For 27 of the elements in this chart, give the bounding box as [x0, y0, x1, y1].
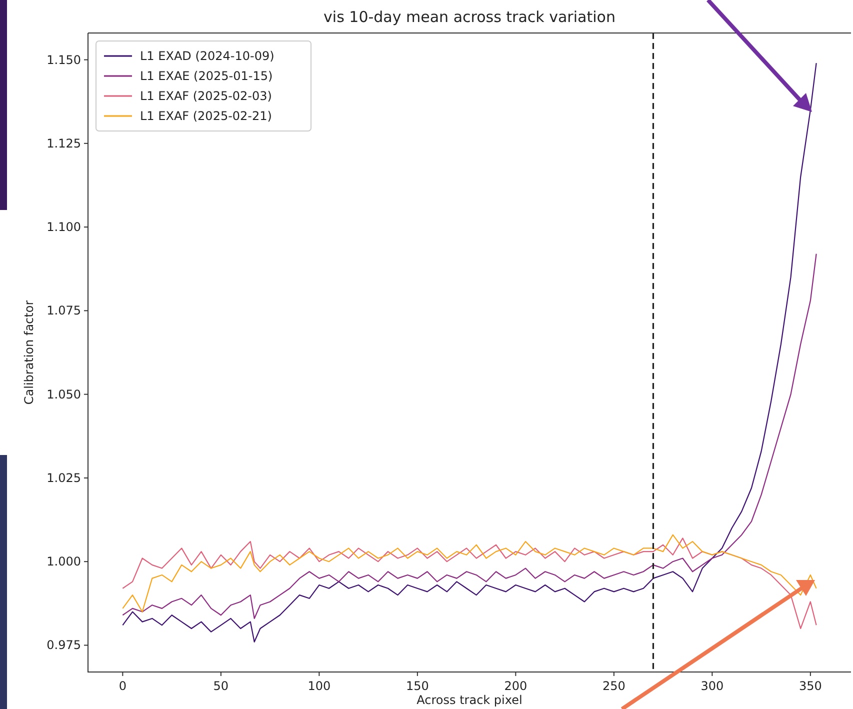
x-axis-title: Across track pixel — [416, 693, 522, 707]
y-tick-label: 1.025 — [46, 470, 81, 485]
x-tick-label: 250 — [602, 679, 626, 693]
y-tick-label: 1.100 — [46, 220, 81, 234]
chart-title: vis 10-day mean across track variation — [324, 8, 616, 26]
legend-label: L1 EXAD (2024-10-09) — [140, 49, 274, 63]
x-tick-label: 200 — [504, 679, 528, 693]
x-tick-label: 100 — [308, 679, 331, 693]
legend-label: L1 EXAF (2025-02-21) — [140, 109, 272, 123]
legend-label: L1 EXAE (2025-01-15) — [140, 69, 273, 83]
x-tick-label: 50 — [213, 679, 229, 693]
y-tick-label: 1.075 — [46, 304, 81, 318]
x-tick-label: 150 — [406, 679, 429, 693]
y-tick-label: 1.150 — [46, 52, 81, 67]
y-tick-label: 1.125 — [46, 136, 81, 150]
y-axis-title: Calibration factor — [22, 300, 36, 405]
y-tick-label: 1.050 — [46, 387, 81, 402]
x-tick-label: 0 — [118, 679, 126, 693]
x-tick-label: 350 — [798, 679, 822, 693]
line-series — [122, 62, 817, 642]
x-tick-label: 300 — [700, 679, 724, 693]
y-tick-label: 0.975 — [46, 638, 81, 652]
legend-label: L1 EXAF (2025-02-03) — [140, 89, 272, 103]
line-series — [122, 534, 817, 612]
y-tick-label: 1.000 — [46, 554, 81, 569]
line-series — [122, 253, 817, 620]
line-series — [122, 538, 817, 630]
